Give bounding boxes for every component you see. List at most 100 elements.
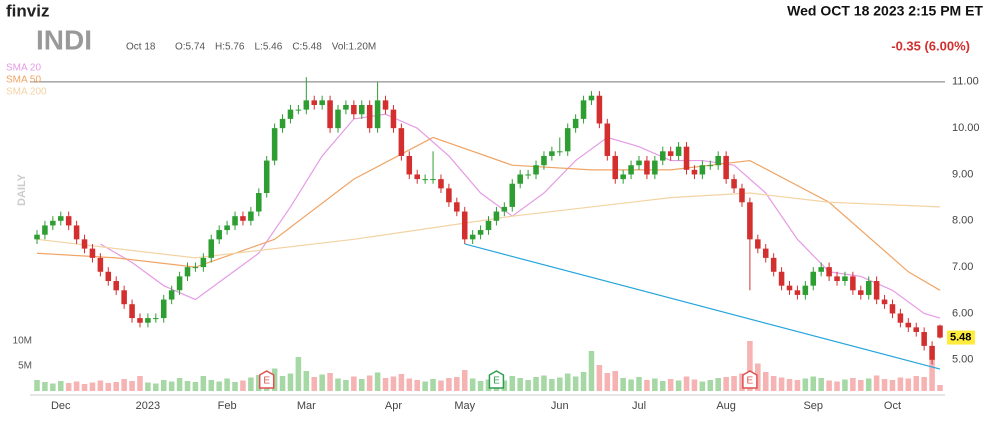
candle-body (224, 225, 230, 231)
candle-body (390, 109, 397, 129)
candle-body (454, 202, 460, 212)
earnings-label: E (493, 376, 500, 387)
legend-entry: SMA 20 (6, 63, 41, 74)
volume-bar (818, 378, 824, 391)
candle-body (786, 285, 793, 291)
volume-bar (351, 376, 357, 391)
volume-bar (794, 380, 801, 391)
candle-body (802, 285, 809, 295)
change: -0.35 (6.00%) (891, 38, 970, 53)
candle-body (493, 211, 500, 221)
candle-body (517, 174, 523, 184)
volume-tick-label: 5M (18, 361, 32, 372)
candle-body (636, 160, 642, 166)
candle-body (509, 183, 516, 207)
y-tick-label: 6.00 (952, 307, 973, 319)
volume-bar (644, 380, 650, 391)
candle-body (34, 234, 40, 240)
volume-bar (50, 383, 56, 391)
volume-bar (184, 381, 191, 391)
candle-body (842, 276, 848, 282)
x-tick-label: Feb (218, 400, 237, 412)
volume-bar (549, 379, 555, 391)
candle-body (525, 174, 531, 176)
candle-body (145, 318, 151, 323)
candle-body (612, 155, 619, 180)
candle-body (834, 276, 840, 282)
volume-bar (57, 381, 64, 391)
quote-date: Oct 18 (126, 42, 156, 53)
candle-body (810, 271, 817, 286)
candle-body (818, 267, 824, 272)
volume-bar (145, 382, 151, 391)
candle-body (382, 100, 389, 110)
volume-bar (224, 378, 230, 391)
candle-body (762, 248, 769, 258)
volume-bar (168, 381, 175, 391)
y-tick-label: 8.00 (952, 215, 973, 227)
earnings-marker (488, 370, 505, 389)
quote-field: O:5.74 (175, 42, 205, 53)
volume-bar (295, 357, 302, 391)
volume-bar (121, 379, 127, 391)
volume-bar (873, 375, 880, 391)
volume-bar (406, 378, 413, 391)
x-tick-label: Sep (803, 400, 823, 412)
candle-body (319, 100, 325, 105)
volume-bar (208, 380, 215, 391)
candle-body (271, 128, 278, 161)
earnings-marker (258, 370, 275, 389)
x-tick-label: Aug (716, 400, 736, 412)
candle-body (97, 257, 104, 272)
volume-bar (461, 370, 468, 391)
y-tick-label: 5.00 (952, 354, 973, 366)
candle-body (929, 345, 935, 360)
candle-body (50, 220, 56, 226)
volume-bar (865, 378, 872, 391)
candle-body (770, 257, 777, 272)
candle-body (620, 174, 626, 180)
volume-bar (723, 377, 729, 391)
volume-bar (422, 381, 428, 391)
candle-body (659, 151, 666, 161)
candle-body (303, 100, 310, 110)
legend-entry: SMA 50 (6, 75, 41, 86)
volume-bar (652, 378, 658, 391)
volume-bar (557, 377, 563, 391)
volume-bar (160, 380, 167, 391)
x-tick-label: Mar (297, 400, 316, 412)
candle-body (850, 276, 856, 291)
candle-body (778, 271, 785, 286)
candle-body (216, 230, 222, 240)
volume-bar (89, 382, 96, 391)
volume-bar (564, 373, 571, 391)
volume-bar (240, 380, 246, 391)
volume-bar (580, 372, 587, 391)
candle-body (232, 216, 238, 226)
volume-bar (683, 376, 690, 391)
candle-body (683, 146, 690, 170)
volume-bar (636, 377, 642, 391)
x-tick-label: May (454, 400, 475, 412)
volume-bar (319, 374, 325, 391)
candle-body (667, 151, 674, 156)
volume-bar (390, 376, 397, 391)
volume-bar (897, 377, 904, 391)
volume-bar (279, 376, 286, 391)
volume-bar (620, 378, 626, 391)
candle-body (184, 267, 191, 277)
volume-bar (810, 376, 817, 391)
candle-body (881, 299, 888, 305)
candle-body (168, 290, 175, 300)
candle-body (707, 165, 714, 167)
brand[interactable]: finviz (6, 1, 49, 20)
candle-body (675, 146, 682, 156)
volume-bar (216, 381, 222, 391)
volume-bar (382, 378, 389, 391)
volume-bar (572, 376, 579, 391)
volume-bar (343, 380, 349, 391)
candle-body (422, 179, 428, 181)
candle-body (604, 123, 611, 156)
volume-bar (97, 380, 104, 391)
y-tick-label: 11.00 (952, 76, 979, 88)
